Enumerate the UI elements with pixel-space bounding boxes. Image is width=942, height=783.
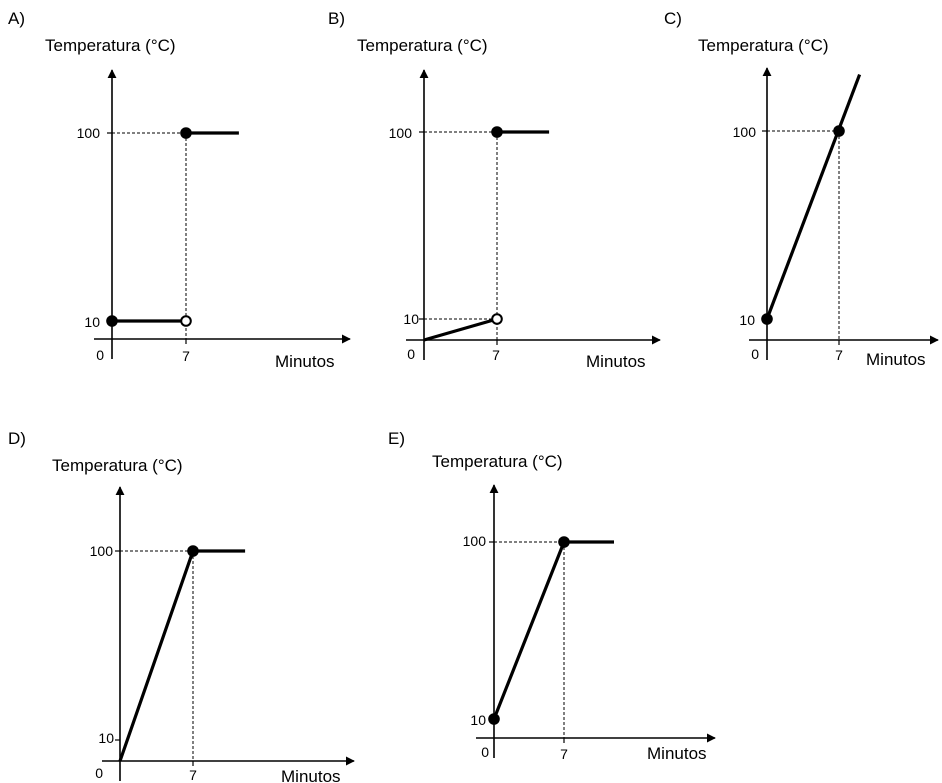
y-tick-label-100-b: 100: [389, 125, 413, 141]
chart-panel-e: E) Temperatura (°C) 100 10 0 7 Minutos: [388, 429, 716, 763]
y-tick-label-10-b: 10: [403, 311, 419, 327]
chart-panel-c: C) Temperatura (°C) 100 10 0 7 Minutos: [664, 9, 939, 369]
x-tick-label-7-a: 7: [182, 348, 190, 364]
filled-point-marker: [833, 125, 845, 137]
filled-point-marker: [106, 315, 118, 327]
x-tick-label-0-a: 0: [96, 347, 104, 363]
filled-point-marker: [491, 126, 503, 138]
plot-area-a: [94, 69, 351, 359]
chart-panel-a: A) Temperatura (°C) 100 10 0 7 Minutos: [8, 9, 351, 371]
filled-point-marker: [187, 545, 199, 557]
x-axis-label-e: Minutos: [647, 744, 707, 763]
y-tick-label-100-d: 100: [90, 543, 114, 559]
x-tick-label-7-d: 7: [189, 767, 197, 783]
filled-point-marker: [180, 127, 192, 139]
x-axis-label-a: Minutos: [275, 352, 335, 371]
x-tick-label-0-c: 0: [751, 346, 759, 362]
data-segment-1: [423, 317, 498, 342]
x-axis-label-b: Minutos: [586, 352, 646, 371]
y-axis-label-a: Temperatura (°C): [45, 36, 176, 55]
filled-point-marker: [558, 536, 570, 548]
x-tick-label-0-e: 0: [481, 744, 489, 760]
x-tick-label-0-d: 0: [95, 765, 103, 781]
open-point-marker: [491, 313, 503, 325]
y-tick-label-10-a: 10: [84, 314, 100, 330]
y-tick-label-10-c: 10: [739, 312, 755, 328]
filled-point-marker: [761, 313, 773, 325]
x-tick-label-7-c: 7: [835, 347, 843, 363]
y-axis-label-e: Temperatura (°C): [432, 452, 563, 471]
chart-panel-d: D) Temperatura (°C) 100 10 0 7 Minutos: [8, 429, 355, 783]
y-tick-label-10-e: 10: [470, 712, 486, 728]
plot-area-b: [406, 69, 661, 360]
data-segment-1: [492, 540, 614, 720]
y-axis-label-d: Temperatura (°C): [52, 456, 183, 475]
option-label-e: E): [388, 429, 405, 448]
option-label-d: D): [8, 429, 26, 448]
data-segment-1: [765, 74, 862, 320]
open-point-marker: [180, 315, 192, 327]
option-label-c: C): [664, 9, 682, 28]
plot-area-e: [476, 484, 716, 758]
chart-panel-b: B) Temperatura (°C) 100 10 0 7 Minutos: [328, 9, 661, 371]
y-tick-label-100-e: 100: [463, 533, 487, 549]
x-tick-label-7-e: 7: [560, 746, 568, 762]
option-label-b: B): [328, 9, 345, 28]
x-tick-label-7-b: 7: [492, 347, 500, 363]
y-axis-label-b: Temperatura (°C): [357, 36, 488, 55]
plot-area-d: [102, 486, 355, 781]
x-axis-label-c: Minutos: [866, 350, 926, 369]
y-axis-label-c: Temperatura (°C): [698, 36, 829, 55]
plot-area-c: [749, 67, 939, 360]
x-axis-label-d: Minutos: [281, 767, 341, 783]
y-tick-label-100-a: 100: [77, 125, 101, 141]
y-tick-label-100-c: 100: [733, 124, 757, 140]
data-segment-1: [118, 549, 246, 762]
y-tick-label-10-d: 10: [98, 730, 114, 746]
option-label-a: A): [8, 9, 25, 28]
filled-point-marker: [488, 713, 500, 725]
x-tick-label-0-b: 0: [407, 346, 415, 362]
